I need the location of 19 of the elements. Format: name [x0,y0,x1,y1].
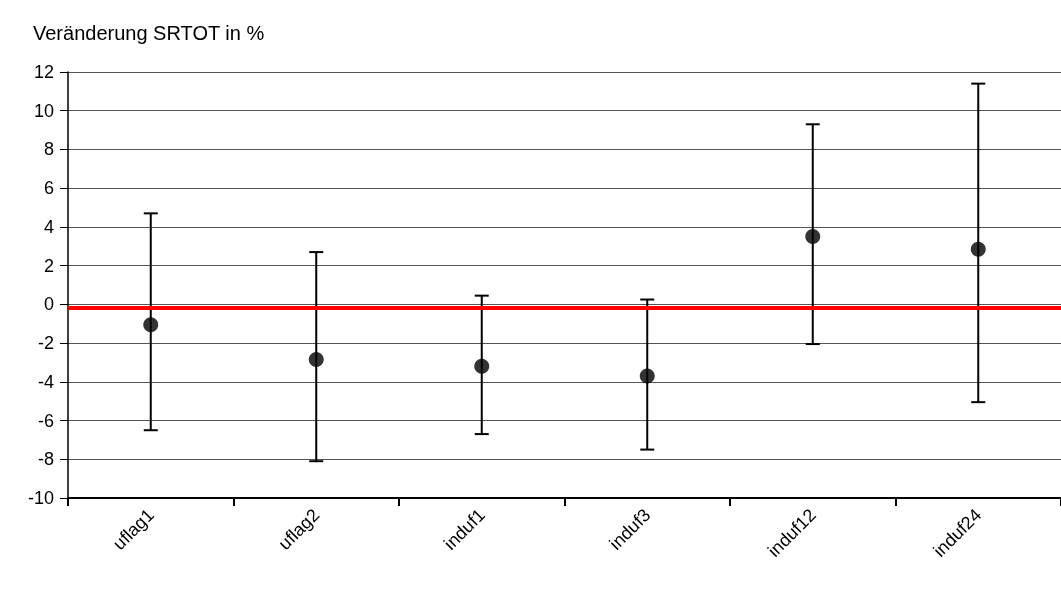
y-tick-label: 10 [33,100,54,121]
y-tick-label: 12 [33,62,54,82]
y-tick-label: -8 [37,449,54,470]
y-tick-label: 4 [43,216,54,237]
point [308,352,324,368]
y-tick-label: 0 [43,294,54,315]
point [805,229,821,245]
point [639,368,655,384]
y-tick-label: 2 [43,255,54,276]
point [143,317,159,333]
y-tick-label: 6 [43,178,54,199]
y-tick-label: -4 [37,371,54,392]
point [474,358,490,374]
point [970,241,986,257]
y-tick-label: -10 [27,488,54,508]
y-tick-label: 8 [43,139,54,160]
y-tick-label: -2 [37,333,54,354]
chart-title: Veränderung SRTOT in % [33,22,265,44]
y-tick-label: -6 [37,410,54,431]
